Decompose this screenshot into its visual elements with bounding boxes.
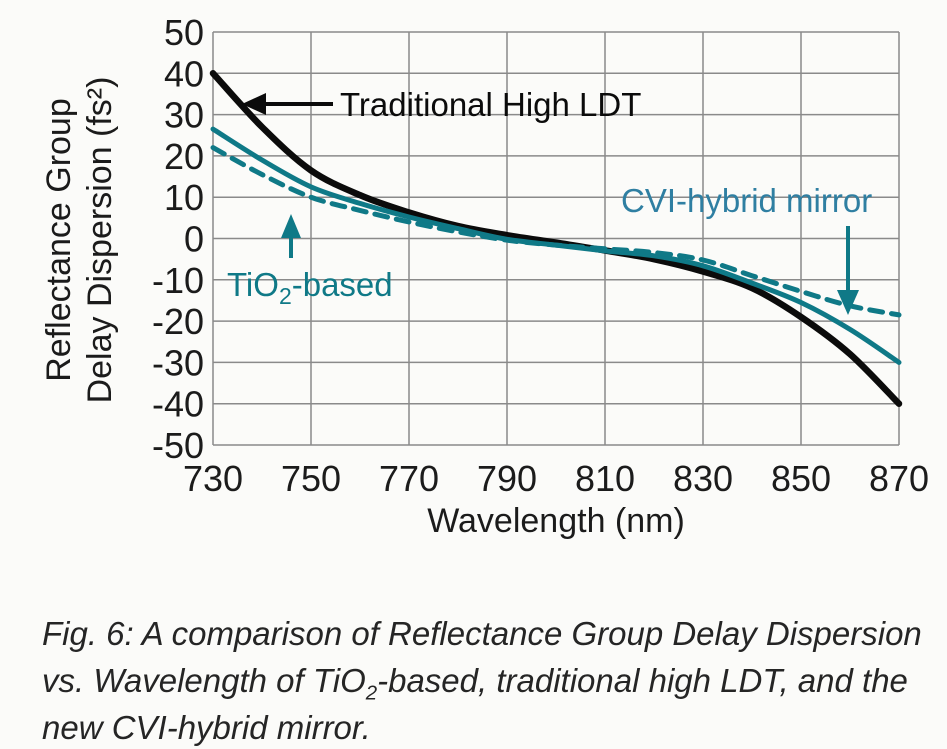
- cvi-hybrid-mirror-curve: [210, 145, 902, 318]
- y-tick-label: -10: [152, 260, 204, 301]
- up-arrowhead-icon: [281, 214, 301, 238]
- x-tick-label: 870: [869, 458, 929, 499]
- traditional-high-ldt-annotation: Traditional High LDT: [242, 86, 641, 123]
- caption-line-3: new CVI-hybrid mirror.: [42, 709, 371, 746]
- x-tick-label: 750: [281, 458, 341, 499]
- x-tick-label: 730: [183, 458, 243, 499]
- x-tick-label: 830: [673, 458, 733, 499]
- down-arrowhead-icon: [837, 290, 859, 315]
- y-axis-label-line2: Delay Dispersion (fs²): [81, 77, 119, 404]
- y-axis-label-line1: Reflectance Group: [40, 98, 78, 382]
- y-tick-label: -20: [152, 301, 204, 342]
- x-tick-label: 810: [575, 458, 635, 499]
- y-tick-label: 0: [184, 219, 204, 260]
- tio2-label-prefix: TiO: [227, 266, 279, 303]
- caption-line2-suffix: -based, traditional high LDT, and the: [377, 662, 908, 699]
- y-tick-label: -50: [152, 425, 204, 466]
- caption-line2-prefix: vs. Wavelength of TiO: [42, 662, 366, 699]
- tio2-based-annotation: TiO2-based: [227, 214, 393, 309]
- y-tick-label: 20: [164, 136, 204, 177]
- caption-line-1: Fig. 6: A comparison of Reflectance Grou…: [42, 615, 922, 652]
- x-tick-label: 850: [771, 458, 831, 499]
- x-tick-label: 770: [379, 458, 439, 499]
- x-axis-tick-labels: 730 750 770 790 810 830 850 870: [183, 458, 929, 499]
- traditional-high-ldt-label: Traditional High LDT: [340, 86, 641, 123]
- x-tick-label: 790: [477, 458, 537, 499]
- y-tick-label: -40: [152, 384, 204, 425]
- left-arrowhead-icon: [242, 93, 266, 115]
- caption-line2-subscript: 2: [365, 681, 378, 705]
- grid-lines: [212, 31, 900, 446]
- tio2-based-label: TiO2-based: [227, 266, 393, 309]
- y-tick-label: 10: [164, 177, 204, 218]
- caption-line-2: vs. Wavelength of TiO2-based, traditiona…: [42, 657, 932, 704]
- tio2-label-suffix: -based: [292, 266, 393, 303]
- cvi-hybrid-label: CVI-hybrid mirror: [621, 182, 872, 219]
- y-tick-label: 30: [164, 95, 204, 136]
- y-tick-label: -30: [152, 342, 204, 383]
- figure-caption: Fig. 6: A comparison of Reflectance Grou…: [42, 610, 932, 749]
- y-tick-label: 50: [164, 12, 204, 53]
- cvi-hybrid-annotation: CVI-hybrid mirror: [621, 182, 872, 315]
- tio2-label-subscript: 2: [279, 283, 292, 309]
- chart: 730 750 770 790 810 830 850 870 50403020100-10-…: [40, 12, 929, 540]
- x-axis-label: Wavelength (nm): [427, 502, 685, 540]
- y-tick-label: 40: [164, 53, 204, 94]
